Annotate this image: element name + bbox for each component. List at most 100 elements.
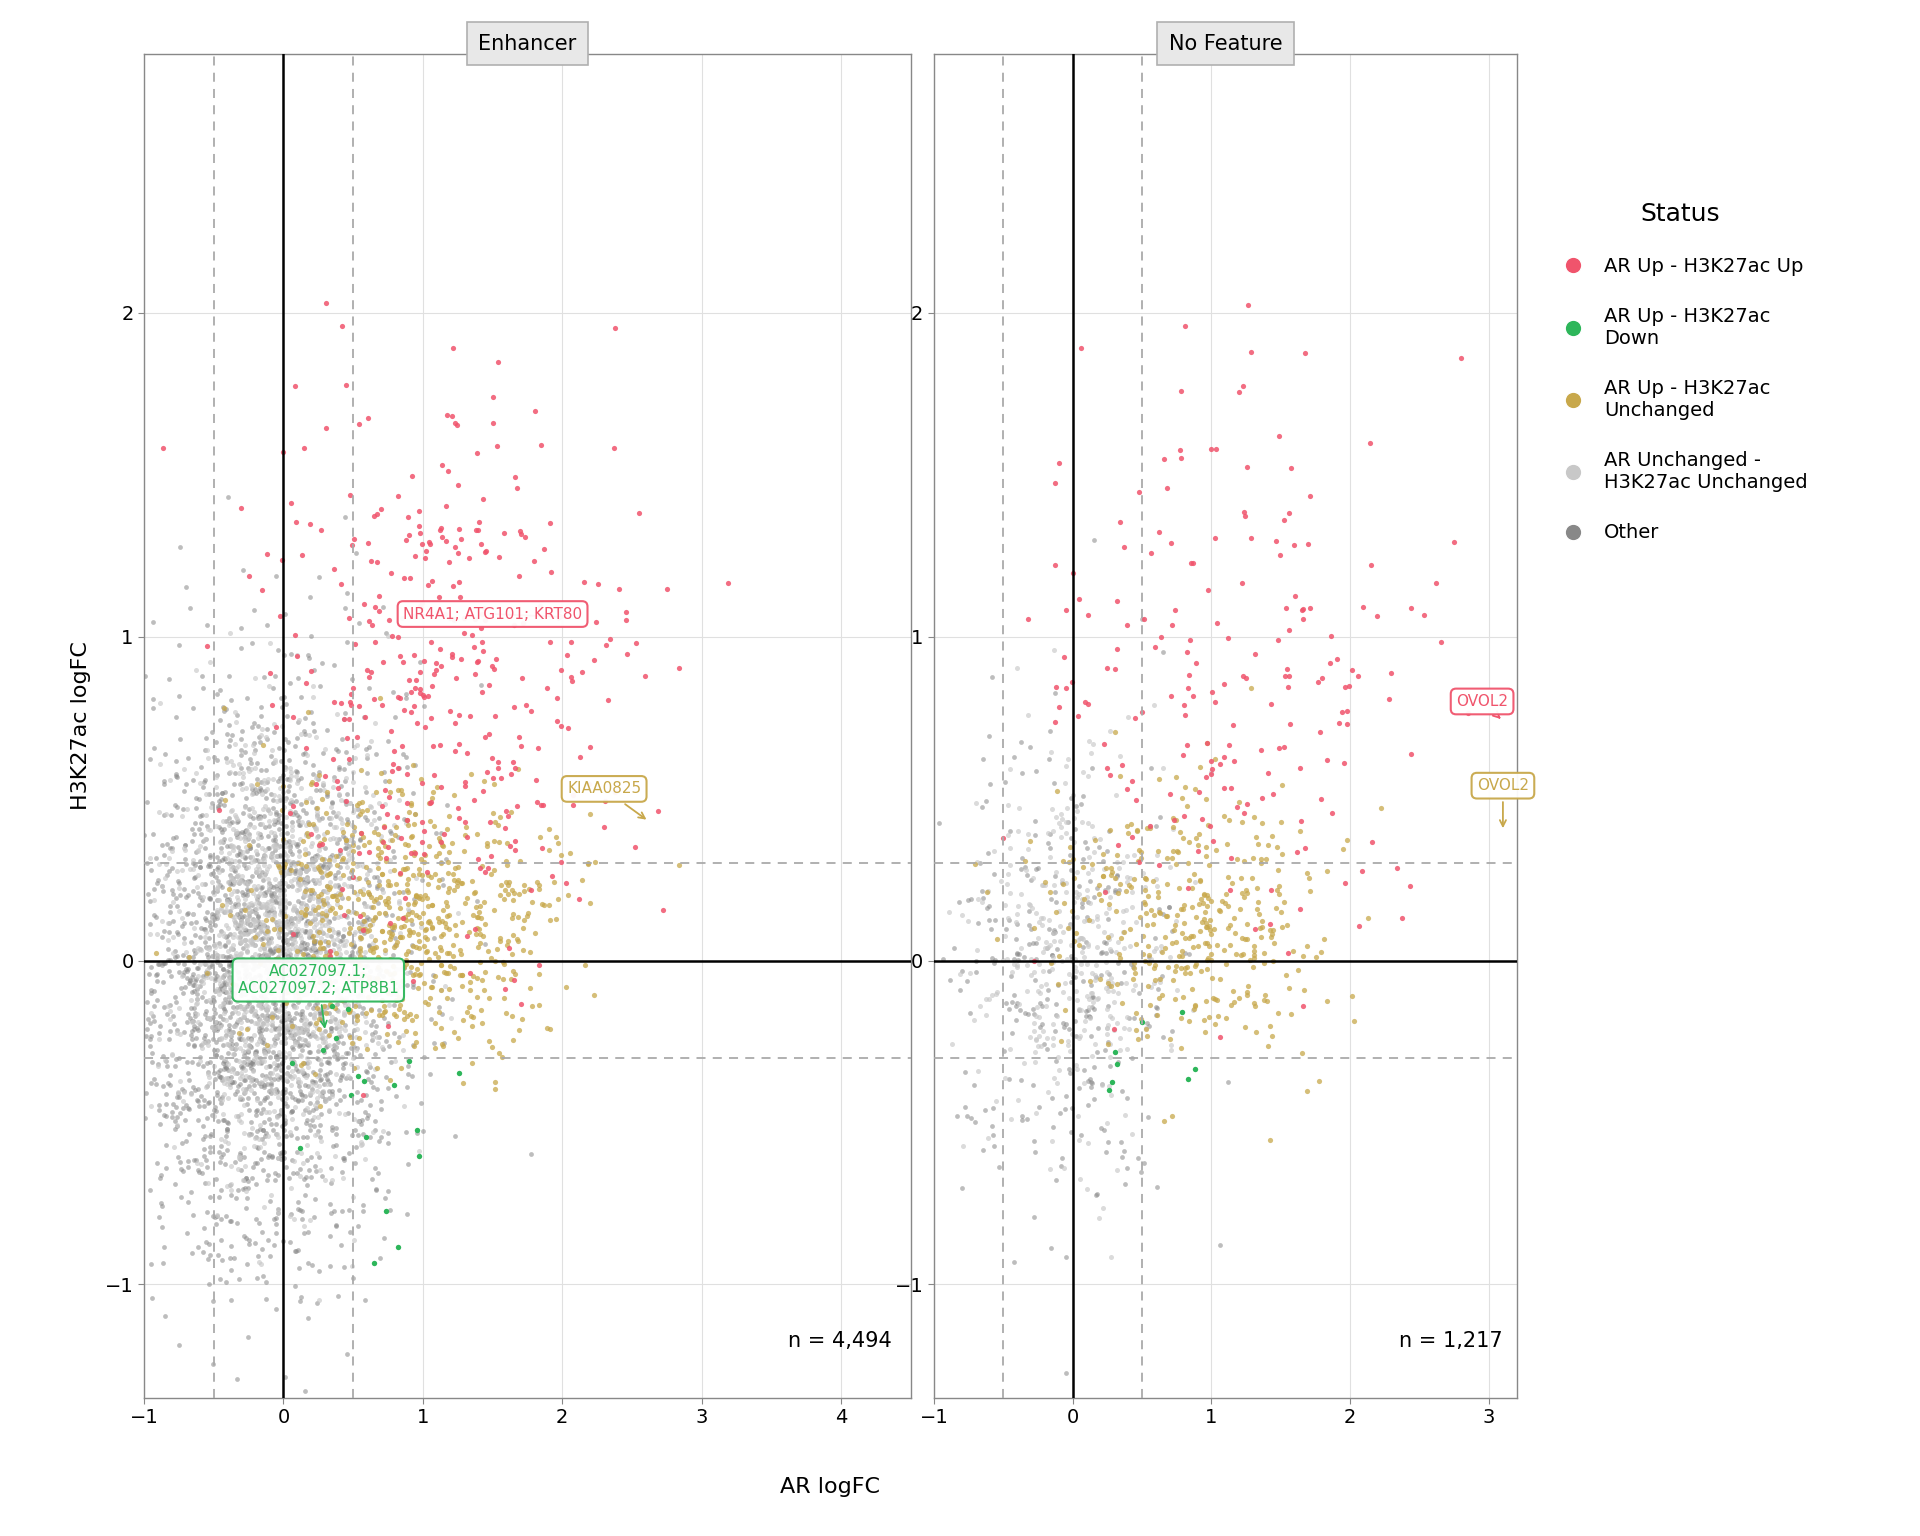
Point bbox=[144, 851, 175, 876]
Point bbox=[1140, 814, 1171, 839]
Point bbox=[253, 836, 284, 860]
Point bbox=[198, 952, 228, 977]
Point bbox=[273, 954, 303, 978]
Point bbox=[989, 1066, 1020, 1091]
Point bbox=[230, 1032, 261, 1057]
Point bbox=[248, 975, 278, 1000]
Point bbox=[438, 932, 468, 957]
Point bbox=[321, 1035, 351, 1060]
Point bbox=[311, 1034, 342, 1058]
Point bbox=[248, 1140, 278, 1164]
Point bbox=[290, 750, 321, 774]
Point bbox=[1052, 746, 1083, 771]
Point bbox=[305, 1048, 336, 1072]
Point bbox=[346, 952, 376, 977]
Point bbox=[148, 802, 179, 826]
Point bbox=[317, 994, 348, 1018]
Point bbox=[261, 949, 292, 974]
Point bbox=[244, 972, 275, 997]
Point bbox=[455, 995, 486, 1020]
Point bbox=[346, 820, 376, 845]
Point bbox=[1083, 882, 1114, 906]
Point bbox=[1306, 786, 1336, 811]
Point bbox=[294, 900, 324, 925]
Point bbox=[296, 911, 326, 935]
Point bbox=[213, 954, 244, 978]
Point bbox=[217, 833, 248, 857]
Point bbox=[328, 932, 359, 957]
Point bbox=[163, 960, 194, 985]
Point bbox=[330, 828, 361, 852]
Point bbox=[228, 1167, 259, 1192]
Point bbox=[372, 1178, 403, 1203]
Point bbox=[470, 960, 501, 985]
Point bbox=[1202, 988, 1233, 1012]
Point bbox=[286, 906, 317, 931]
Point bbox=[234, 919, 265, 943]
Point bbox=[392, 897, 422, 922]
Point bbox=[1081, 965, 1112, 989]
Point bbox=[303, 834, 334, 859]
Point bbox=[261, 714, 292, 739]
Point bbox=[1127, 607, 1158, 631]
Point bbox=[317, 1084, 348, 1109]
Point bbox=[348, 985, 378, 1009]
Point bbox=[204, 799, 234, 823]
Point bbox=[1083, 1040, 1114, 1064]
Point bbox=[215, 799, 246, 823]
Point bbox=[465, 899, 495, 923]
Point bbox=[259, 946, 290, 971]
Point bbox=[207, 1141, 238, 1166]
Point bbox=[232, 882, 263, 906]
Point bbox=[300, 954, 330, 978]
Point bbox=[315, 869, 346, 894]
Point bbox=[392, 908, 422, 932]
Point bbox=[1020, 946, 1050, 971]
Point bbox=[204, 790, 234, 814]
Point bbox=[134, 1011, 165, 1035]
Point bbox=[1102, 833, 1133, 857]
Point bbox=[1146, 938, 1177, 963]
Point bbox=[263, 958, 294, 983]
Point bbox=[1073, 860, 1104, 885]
Point bbox=[290, 919, 321, 943]
Point bbox=[599, 435, 630, 459]
Point bbox=[144, 800, 175, 825]
Point bbox=[344, 828, 374, 852]
Point bbox=[570, 952, 601, 977]
Point bbox=[228, 1077, 259, 1101]
Point bbox=[397, 934, 428, 958]
Point bbox=[1102, 863, 1133, 888]
Point bbox=[271, 895, 301, 920]
Point bbox=[244, 1026, 275, 1051]
Point bbox=[240, 860, 271, 885]
Point bbox=[267, 888, 298, 912]
Point bbox=[397, 974, 428, 998]
Point bbox=[1173, 1009, 1204, 1034]
Point bbox=[271, 1086, 301, 1111]
Point bbox=[1194, 934, 1225, 958]
Point bbox=[436, 1006, 467, 1031]
Point bbox=[444, 703, 474, 728]
Point bbox=[1315, 802, 1346, 826]
Point bbox=[248, 1220, 278, 1244]
Point bbox=[259, 968, 290, 992]
Point bbox=[225, 925, 255, 949]
Point bbox=[259, 1077, 290, 1101]
Point bbox=[150, 851, 180, 876]
Point bbox=[1112, 971, 1142, 995]
Point bbox=[482, 937, 513, 962]
Point bbox=[232, 1252, 263, 1276]
Point bbox=[225, 616, 255, 641]
Point bbox=[292, 840, 323, 865]
Point bbox=[307, 771, 338, 796]
Point bbox=[323, 958, 353, 983]
Point bbox=[342, 1109, 372, 1134]
Point bbox=[311, 977, 342, 1001]
Point bbox=[1179, 934, 1210, 958]
Point bbox=[290, 951, 321, 975]
Point bbox=[962, 791, 993, 816]
Point bbox=[394, 917, 424, 942]
Point bbox=[280, 1029, 311, 1054]
Point bbox=[407, 809, 438, 834]
